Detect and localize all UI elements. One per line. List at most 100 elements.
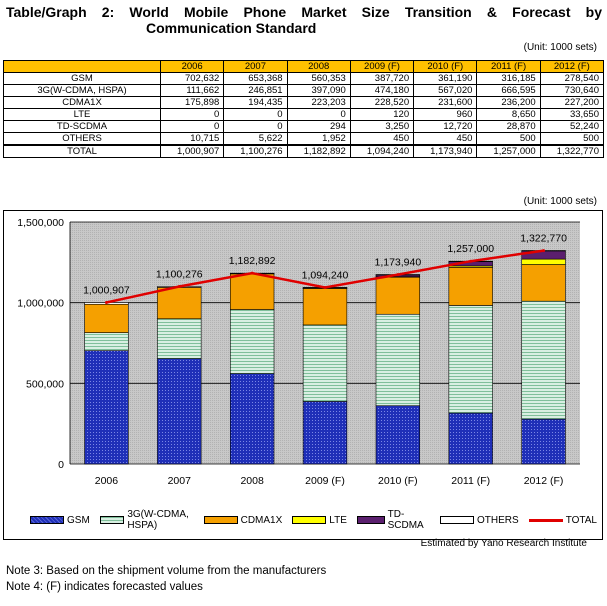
- title-line-2: Communication Standard: [146, 20, 317, 36]
- legend-label: CDMA1X: [240, 514, 283, 526]
- legend-item: CDMA1X: [203, 509, 283, 531]
- x-tick-label: 2011 (F): [451, 475, 490, 487]
- bar-3g-w-cdma-hspa-: [302, 324, 348, 402]
- notes: Note 3: Based on the shipment volume fro…: [6, 563, 326, 595]
- bar-cdma1x: [157, 287, 202, 320]
- x-tick-label: 2007: [168, 475, 192, 487]
- x-tick-label: 2006: [95, 475, 119, 487]
- table-header-row: 2006 2007 2008 2009 (F) 2010 (F) 2011 (F) 2012…: [3, 60, 605, 73]
- y-tick-label: 1,500,000: [17, 217, 64, 229]
- chart-unit-label: (Unit: 1000 sets): [523, 196, 597, 207]
- table-row: TOTAL 1,000,907 1,100,276 1,182,892 1,094,24…: [3, 144, 605, 158]
- y-tick-label: 500,000: [26, 378, 64, 390]
- table-row: GSM 702,632 653,368 560,353 387,720 361,190 31…: [3, 72, 605, 85]
- bar-3g-w-cdma-hspa-: [84, 332, 129, 351]
- total-data-label: 1,257,000: [447, 243, 494, 255]
- total-point: [323, 285, 327, 289]
- bar-cdma1x: [302, 287, 348, 326]
- bar-gsm: [448, 412, 493, 465]
- source-credit: Estimated by Yano Research Institute: [420, 538, 587, 549]
- total-point: [177, 284, 181, 288]
- bar-lte: [521, 258, 566, 265]
- bar-3g-w-cdma-hspa-: [375, 313, 421, 407]
- legend-label: OTHERS: [477, 514, 519, 526]
- total-data-label: 1,322,770: [520, 233, 567, 245]
- chart-legend: GSM 3G(W-CDMA, HSPA) CDMA1X LTE TD-SCDMA OTHE…: [30, 509, 607, 531]
- legend-item: TOTAL: [528, 509, 597, 531]
- table-cell: 33,650: [539, 108, 605, 121]
- total-data-label: 1,173,940: [374, 257, 421, 269]
- legend-swatch: [440, 516, 475, 524]
- legend-item: 3G(W-CDMA, HSPA): [99, 509, 194, 531]
- table-cell: 12,720: [413, 120, 478, 133]
- bar-3g-w-cdma-hspa-: [521, 300, 566, 420]
- table-cell: 1,182,892: [286, 144, 351, 158]
- bar-gsm: [157, 358, 202, 465]
- data-table: 2006 2007 2008 2009 (F) 2010 (F) 2011 (F) 2012…: [3, 60, 605, 158]
- table-cell: 1,257,000: [476, 144, 541, 158]
- table-column-header: 2011 (F): [476, 60, 541, 73]
- legend-swatch: [292, 516, 327, 524]
- total-data-label: 1,094,240: [302, 269, 349, 281]
- bar-gsm: [229, 373, 275, 465]
- bar-gsm: [84, 350, 129, 465]
- y-tick-label: 1,000,000: [17, 298, 64, 310]
- legend-label: 3G(W-CDMA, HSPA): [127, 509, 189, 531]
- legend-swatch: [528, 518, 563, 522]
- table-cell: 1,094,240: [349, 144, 415, 158]
- table-column-header: 2007: [223, 60, 288, 73]
- table-cell: 0: [223, 120, 288, 133]
- note-4: Note 4: (F) indicates forecasted values: [6, 581, 203, 593]
- table-column-header: 2008: [286, 60, 351, 73]
- legend-swatch: [30, 516, 64, 524]
- legend-item: LTE: [292, 509, 347, 531]
- x-tick-label: 2008: [240, 475, 264, 487]
- bar-cdma1x: [84, 303, 129, 333]
- x-tick-label: 2010 (F): [378, 475, 418, 487]
- table-cell: 1,100,276: [223, 144, 288, 158]
- x-tick-label: 2009 (F): [305, 475, 345, 487]
- legend-label: TD-SCDMA: [387, 509, 424, 531]
- legend-item: TD-SCDMA: [356, 509, 430, 531]
- legend-label: TOTAL: [565, 514, 597, 526]
- bar-cdma1x: [448, 267, 493, 306]
- legend-swatch: [356, 516, 385, 524]
- title-line-1: Table/Graph 2: World Mobile Phone Market…: [6, 4, 602, 20]
- total-data-label: 1,182,892: [229, 255, 276, 267]
- total-data-label: 1,100,276: [156, 268, 203, 280]
- bar-3g-w-cdma-hspa-: [448, 305, 493, 414]
- x-tick-label: 2012 (F): [524, 475, 564, 487]
- table-row-label: TOTAL: [3, 144, 161, 158]
- legend-item: GSM: [30, 509, 90, 531]
- legend-label: LTE: [329, 514, 347, 526]
- legend-swatch: [203, 516, 238, 524]
- table-row: TD-SCDMA 0 0 294 3,250 12,720 28,870 52,240: [3, 120, 605, 133]
- bar-gsm: [375, 405, 421, 465]
- total-point: [542, 249, 546, 253]
- table-column-header: 2009 (F): [349, 60, 415, 73]
- total-point: [469, 259, 473, 263]
- legend-swatch: [99, 516, 125, 524]
- bar-cdma1x: [521, 264, 566, 302]
- bar-cdma1x: [375, 276, 421, 315]
- bar-3g-w-cdma-hspa-: [229, 309, 275, 374]
- total-point: [396, 273, 400, 277]
- bar-gsm: [302, 401, 348, 465]
- bar-gsm: [521, 418, 566, 465]
- legend-item: OTHERS: [440, 509, 519, 531]
- table-cell: 1,322,770: [539, 144, 605, 158]
- chart-frame: [3, 210, 603, 540]
- page-title: Table/Graph 2: World Mobile Phone Market…: [6, 4, 602, 36]
- total-data-label: 1,000,907: [83, 285, 130, 297]
- table-cell: 52,240: [539, 120, 605, 133]
- y-tick-label: 0: [58, 459, 64, 471]
- total-point: [104, 301, 108, 305]
- table-row: CDMA1X 175,898 194,435 223,203 228,520 231,60…: [3, 96, 605, 109]
- table-row: 3G(W-CDMA, HSPA) 111,662 246,851 397,090 474…: [3, 84, 605, 97]
- table-unit-label: (Unit: 1000 sets): [523, 42, 597, 53]
- note-3: Note 3: Based on the shipment volume fro…: [6, 565, 327, 577]
- table-column-header: 2006: [159, 60, 225, 73]
- total-point: [250, 271, 254, 275]
- bar-cdma1x: [229, 273, 275, 310]
